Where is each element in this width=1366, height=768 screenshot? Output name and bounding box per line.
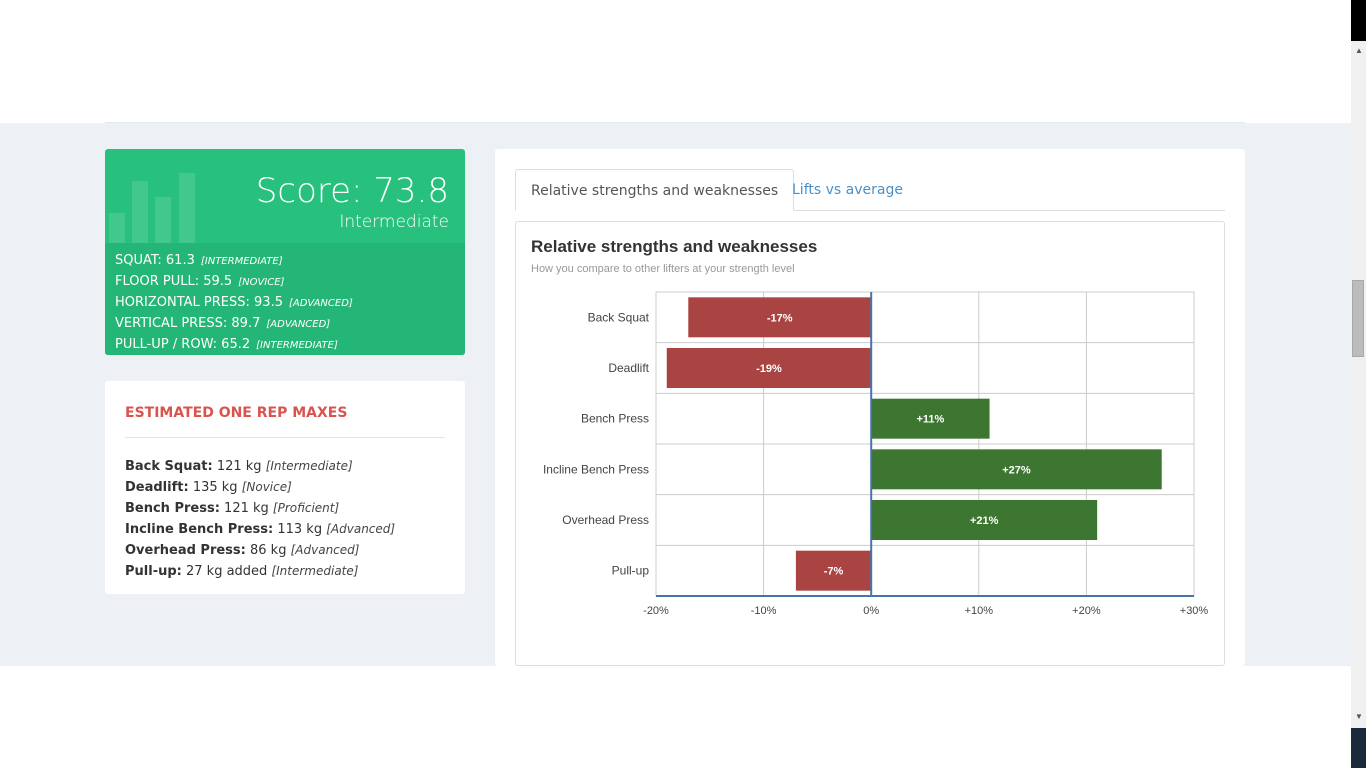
score-row: VERTICAL PRESS: 89.7 [ADVANCED]: [115, 314, 455, 335]
chart-panel: Relative strengths and weaknesses Lifts …: [495, 149, 1245, 666]
divider: [105, 122, 1245, 123]
scroll-down-icon[interactable]: ▼: [1355, 712, 1363, 721]
taskbar-corner: [1351, 728, 1366, 768]
category-label: Pull-up: [612, 564, 650, 578]
orm-item: Bench Press: 121 kg [Proficient]: [125, 498, 445, 519]
orm-tag: [Intermediate]: [265, 459, 353, 473]
score-row-tag: [NOVICE]: [238, 277, 285, 288]
orm-value: 113 kg: [277, 522, 323, 537]
bar: [871, 398, 990, 439]
orm-item: Overhead Press: 86 kg [Advanced]: [125, 540, 445, 561]
x-tick-label: 0%: [863, 605, 879, 617]
score-row-tag: [ADVANCED]: [266, 319, 331, 330]
category-label: Back Squat: [588, 310, 650, 324]
orm-value: 86 kg: [250, 543, 287, 558]
orm-value: 27 kg added: [186, 564, 268, 579]
window-corner: [1351, 0, 1366, 41]
orm-value: 135 kg: [192, 480, 238, 495]
orm-title: ESTIMATED ONE REP MAXES: [125, 405, 445, 438]
orm-lift-name: Bench Press:: [125, 501, 220, 516]
bar: [688, 297, 872, 338]
orm-lift-name: Overhead Press:: [125, 543, 246, 558]
data-label: -7%: [824, 566, 844, 578]
score-row-label: SQUAT: 61.3: [115, 253, 195, 268]
orm-tag: [Advanced]: [290, 543, 360, 557]
score-row-label: VERTICAL PRESS: 89.7: [115, 316, 261, 331]
orm-value: 121 kg: [216, 459, 262, 474]
orm-tag: [Intermediate]: [271, 564, 359, 578]
scrollbar[interactable]: ▲ ▼: [1351, 0, 1366, 768]
bar-chart: -20% -10% 0% +10% +20% +30% Back Squat -17% Dead…: [543, 291, 1209, 617]
orm-item: Incline Bench Press: 113 kg [Advanced]: [125, 519, 445, 540]
category-label: Deadlift: [608, 361, 649, 375]
orm-tag: [Advanced]: [326, 522, 396, 536]
data-label: -17%: [767, 312, 793, 324]
score-row: SQUAT: 61.3 [INTERMEDIATE]: [115, 251, 455, 272]
data-label: -19%: [756, 363, 782, 375]
bar: [666, 348, 872, 388]
orm-lift-name: Back Squat:: [125, 459, 213, 474]
orm-item: Back Squat: 121 kg [Intermediate]: [125, 456, 445, 477]
score-row: HORIZONTAL PRESS: 93.5 [ADVANCED]: [115, 293, 455, 314]
score-card: Score: 73.8 Intermediate SQUAT: 61.3 [INT…: [105, 149, 465, 355]
score-row: PULL-UP / ROW: 65.2 [INTERMEDIATE]: [115, 335, 455, 355]
category-label: Incline Bench Press: [543, 462, 649, 476]
tab-relative-strengths[interactable]: Relative strengths and weaknesses: [515, 169, 795, 211]
bar: [871, 500, 1098, 540]
orm-tag: [Novice]: [241, 480, 292, 494]
score-row-tag: [ADVANCED]: [288, 298, 353, 309]
score-row-tag: [INTERMEDIATE]: [200, 256, 283, 267]
data-label: +11%: [916, 414, 944, 426]
orm-item: Deadlift: 135 kg [Novice]: [125, 477, 445, 498]
score-row-label: HORIZONTAL PRESS: 93.5: [115, 295, 283, 310]
score-row-tag: [INTERMEDIATE]: [256, 340, 338, 351]
bar: [871, 449, 1162, 490]
one-rep-maxes-card: ESTIMATED ONE REP MAXES Back Squat: 121 …: [105, 381, 465, 594]
orm-lift-name: Deadlift:: [125, 480, 189, 495]
scroll-up-icon[interactable]: ▲: [1355, 46, 1363, 55]
orm-tag: [Proficient]: [272, 501, 340, 515]
data-label: +21%: [970, 515, 999, 527]
orm-lift-name: Pull-up:: [125, 564, 182, 579]
bar: [795, 550, 872, 591]
orm-item: Pull-up: 27 kg added [Intermediate]: [125, 561, 445, 582]
x-tick-label: +10%: [965, 605, 994, 617]
x-tick-label: -20%: [643, 605, 669, 617]
category-label: Overhead Press: [562, 513, 649, 527]
scrollbar-thumb[interactable]: [1352, 280, 1364, 357]
score-value: Score: 73.8: [255, 171, 449, 211]
x-tick-label: -10%: [751, 605, 777, 617]
chart-card: Relative strengths and weaknesses How yo…: [515, 221, 1225, 666]
orm-value: 121 kg: [224, 501, 269, 516]
x-tick-label: +30%: [1180, 605, 1209, 617]
x-tick-label: +20%: [1072, 605, 1101, 617]
orm-lift-name: Incline Bench Press:: [125, 522, 274, 537]
chart-title: Relative strengths and weaknesses: [531, 237, 818, 256]
score-level: Intermediate: [339, 212, 449, 232]
tab-bar: Relative strengths and weaknesses Lifts …: [515, 169, 1225, 211]
category-label: Bench Press: [581, 412, 649, 426]
score-row: FLOOR PULL: 59.5 [NOVICE]: [115, 272, 455, 293]
tab-lifts-vs-average[interactable]: Lifts vs average: [792, 182, 903, 198]
score-row-label: FLOOR PULL: 59.5: [115, 274, 233, 289]
data-label: +27%: [1002, 464, 1031, 476]
chart-subtitle: How you compare to other lifters at your…: [531, 263, 795, 275]
score-row-label: PULL-UP / ROW: 65.2: [115, 337, 251, 352]
